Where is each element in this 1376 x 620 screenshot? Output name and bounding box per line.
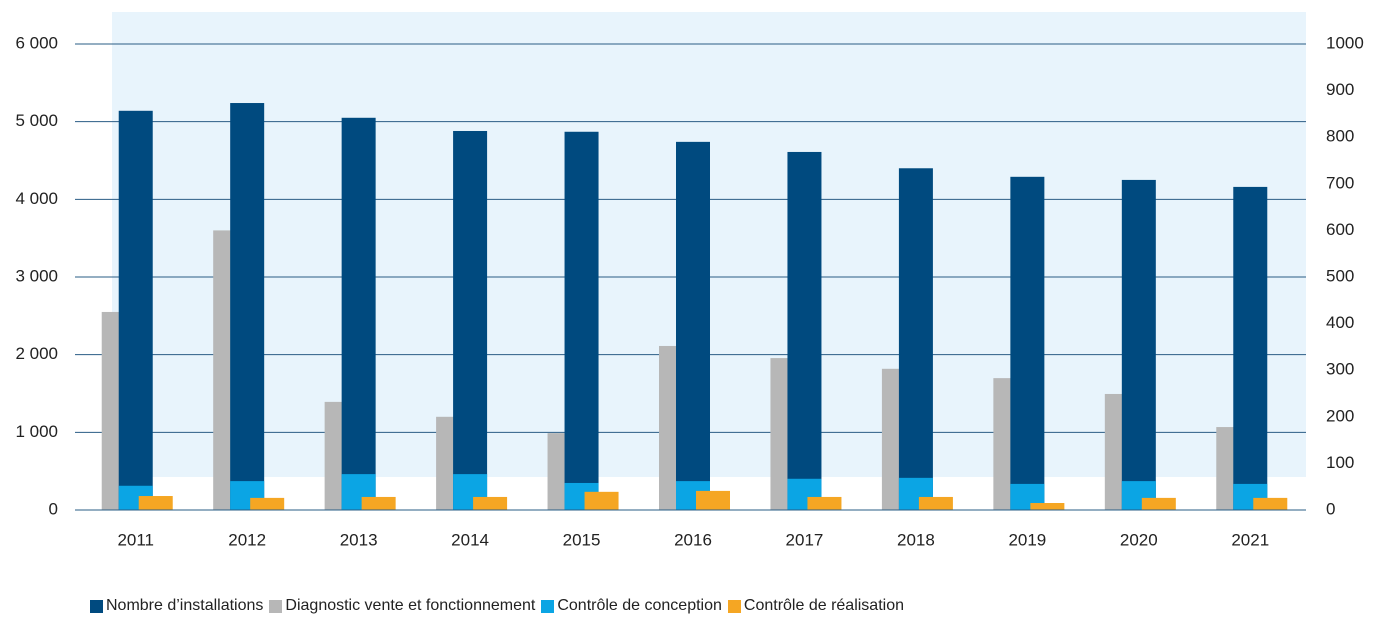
x-tick-label: 2012 <box>228 530 266 549</box>
bar <box>696 490 730 510</box>
legend-swatch <box>269 599 283 613</box>
legend-item: Contrôle de conception <box>541 597 722 615</box>
bar <box>1030 503 1065 510</box>
bar <box>787 151 822 510</box>
y2-tick-label: 300 <box>1326 360 1354 379</box>
legend-item: Diagnostic vente et fonctionnement <box>269 597 535 615</box>
bar <box>676 141 710 511</box>
bar <box>341 117 376 511</box>
y2-tick-label: 100 <box>1326 453 1354 472</box>
y-tick-label: 2 000 <box>15 344 58 363</box>
bar <box>1253 497 1288 510</box>
x-tick-label: 2019 <box>1008 530 1046 549</box>
bar <box>1233 186 1268 510</box>
y2-tick-label: 0 <box>1326 499 1335 518</box>
x-tick-label: 2020 <box>1120 530 1158 549</box>
y2-tick-label: 900 <box>1326 80 1354 99</box>
bar <box>584 491 619 510</box>
x-tick-label: 2017 <box>786 530 824 549</box>
bar <box>118 110 153 510</box>
legend-label: Nombre d’installations <box>106 597 264 614</box>
bar <box>1121 179 1156 510</box>
bar <box>250 497 285 510</box>
legend: Nombre d’installations Diagnostic vente e… <box>90 597 904 615</box>
bar <box>361 496 396 510</box>
x-tick-label: 2013 <box>340 530 378 549</box>
y-tick-label: 5 000 <box>15 111 58 130</box>
y2-tick-label: 800 <box>1326 127 1354 146</box>
y-tick-label: 6 000 <box>15 33 58 52</box>
bar <box>138 496 173 510</box>
legend-swatch <box>727 599 741 613</box>
x-tick-label: 2018 <box>897 530 935 549</box>
bar <box>807 496 842 510</box>
x-tick-label: 2021 <box>1231 530 1269 549</box>
legend-item: Nombre d’installations <box>90 597 263 615</box>
x-tick-label: 2014 <box>451 530 489 549</box>
y2-tick-label: 700 <box>1326 173 1354 192</box>
y2-tick-label: 1000 <box>1326 33 1364 52</box>
legend-swatch <box>541 599 555 613</box>
x-tick-label: 2015 <box>563 530 601 549</box>
bar <box>1010 176 1045 510</box>
legend-item: Contrôle de réalisation <box>727 597 904 615</box>
x-tick-label: 2011 <box>117 530 154 549</box>
bar <box>1141 497 1176 510</box>
y2-tick-label: 500 <box>1326 266 1354 285</box>
y-tick-label: 4 000 <box>15 189 58 208</box>
y-tick-label: 3 000 <box>15 266 58 285</box>
chart: 0 1 000 2 000 3 000 4 000 5 000 6 000 0 100 200 30… <box>15 12 1364 549</box>
bar <box>898 168 933 510</box>
bar <box>453 130 488 510</box>
legend-label: Diagnostic vente et fonctionnement <box>285 597 536 614</box>
legend-label: Contrôle de conception <box>557 597 722 614</box>
x-tick-label: 2016 <box>674 530 712 549</box>
bar <box>473 496 508 510</box>
legend-swatch <box>90 599 103 613</box>
bar <box>918 496 953 510</box>
y-tick-label: 1 000 <box>15 422 58 441</box>
y2-tick-label: 400 <box>1326 313 1354 332</box>
y-tick-label: 0 <box>49 499 58 518</box>
y2-tick-label: 200 <box>1326 406 1354 425</box>
bar <box>230 103 265 510</box>
y2-tick-label: 600 <box>1326 220 1354 239</box>
legend-label: Contrôle de réalisation <box>743 597 904 614</box>
bar <box>564 131 599 510</box>
